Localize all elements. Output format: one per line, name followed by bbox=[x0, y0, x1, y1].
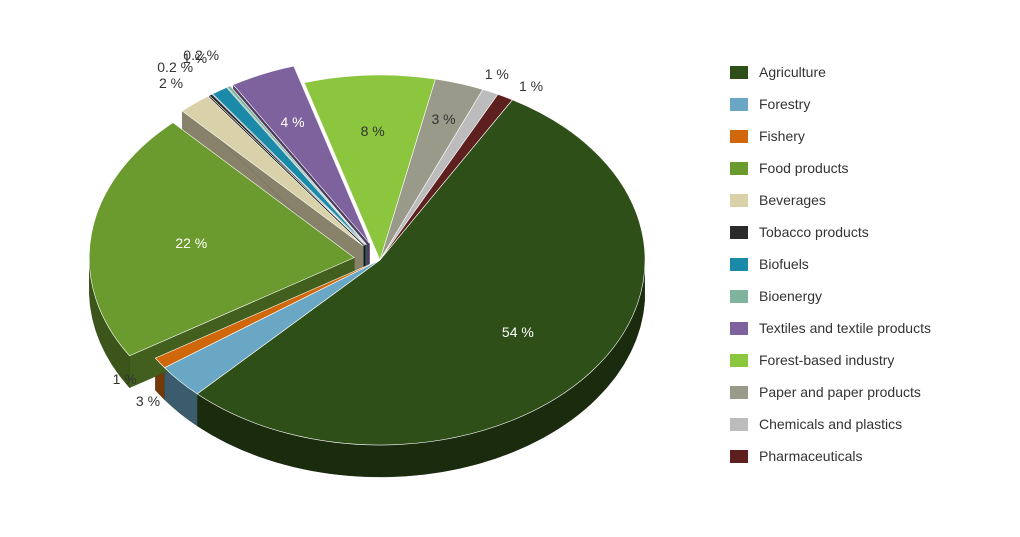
legend-label: Bioenergy bbox=[759, 288, 822, 304]
legend-label: Tobacco products bbox=[759, 224, 869, 240]
legend-item: Forest-based industry bbox=[730, 344, 931, 376]
chart-stage: 54 %3 %1 %22 %2 %0.2 %1 %0.2 %4 %8 %3 %1… bbox=[0, 0, 1020, 537]
legend-swatch bbox=[730, 98, 748, 111]
legend-label: Chemicals and plastics bbox=[759, 416, 902, 432]
legend-label: Agriculture bbox=[759, 64, 826, 80]
legend-label: Beverages bbox=[759, 192, 826, 208]
legend-label: Forestry bbox=[759, 96, 810, 112]
legend-label: Paper and paper products bbox=[759, 384, 921, 400]
legend-swatch bbox=[730, 386, 748, 399]
legend-item: Textiles and textile products bbox=[730, 312, 931, 344]
legend-label: Biofuels bbox=[759, 256, 809, 272]
legend-swatch bbox=[730, 194, 748, 207]
legend-label: Food products bbox=[759, 160, 849, 176]
legend-swatch bbox=[730, 66, 748, 79]
legend: Agriculture Forestry Fishery Food products B… bbox=[730, 56, 931, 472]
legend-swatch bbox=[730, 418, 748, 431]
legend-item: Food products bbox=[730, 152, 931, 184]
legend-label: Forest-based industry bbox=[759, 352, 894, 368]
legend-item: Forestry bbox=[730, 88, 931, 120]
legend-label: Pharmaceuticals bbox=[759, 448, 863, 464]
legend-swatch bbox=[730, 322, 748, 335]
legend-item: Pharmaceuticals bbox=[730, 440, 931, 472]
legend-item: Chemicals and plastics bbox=[730, 408, 931, 440]
legend-item: Biofuels bbox=[730, 248, 931, 280]
legend-swatch bbox=[730, 354, 748, 367]
legend-swatch bbox=[730, 290, 748, 303]
legend-item: Agriculture bbox=[730, 56, 931, 88]
legend-swatch bbox=[730, 258, 748, 271]
legend-item: Tobacco products bbox=[730, 216, 931, 248]
legend-item: Beverages bbox=[730, 184, 931, 216]
legend-label: Fishery bbox=[759, 128, 805, 144]
legend-item: Paper and paper products bbox=[730, 376, 931, 408]
legend-swatch bbox=[730, 130, 748, 143]
legend-label: Textiles and textile products bbox=[759, 320, 931, 336]
legend-item: Fishery bbox=[730, 120, 931, 152]
legend-swatch bbox=[730, 450, 748, 463]
legend-item: Bioenergy bbox=[730, 280, 931, 312]
legend-swatch bbox=[730, 162, 748, 175]
legend-swatch bbox=[730, 226, 748, 239]
